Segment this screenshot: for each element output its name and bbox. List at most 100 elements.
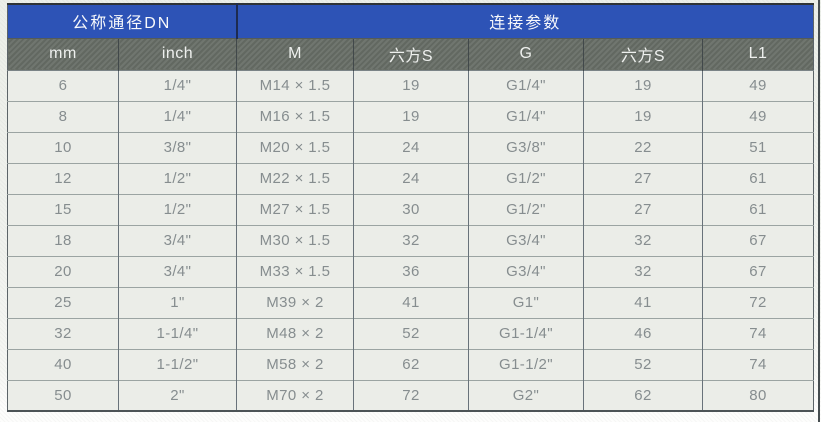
table-cell: 12 — [7, 162, 119, 194]
table-cell: 1/4" — [118, 69, 237, 101]
table-cell: 8 — [7, 100, 119, 132]
table-cell: M58 × 2 — [236, 348, 354, 380]
table-cell: 2" — [118, 379, 237, 411]
table-cell: 3/4" — [118, 224, 237, 256]
table-cell: 24 — [353, 162, 469, 194]
table-cell: 74 — [702, 348, 814, 380]
table-cell: 32 — [583, 255, 703, 287]
group-header-connection-params: 连接参数 — [235, 4, 814, 38]
table-row: 20 3/4" M33 × 1.5 36 G3/4" 32 67 — [7, 255, 814, 287]
table-row: 40 1-1/2" M58 × 2 62 G1-1/2" 52 74 — [7, 348, 814, 380]
table-cell: M48 × 2 — [236, 317, 354, 349]
table-cell: 1" — [118, 286, 237, 318]
table-cell: M14 × 1.5 — [236, 69, 354, 101]
table-cell: 22 — [583, 131, 703, 163]
table-cell: 3/8" — [118, 131, 237, 163]
table-cell: 67 — [702, 255, 814, 287]
table-cell: M70 × 2 — [236, 379, 354, 411]
col-header-mm: mm — [7, 37, 119, 70]
table-row: 50 2" M70 × 2 72 G2" 62 80 — [7, 379, 814, 411]
table-row: 18 3/4" M30 × 1.5 32 G3/4" 32 67 — [7, 224, 814, 256]
table-body: 6 1/4" M14 × 1.5 19 G1/4" 19 49 8 1/4" M16 × 1.5 1… — [7, 69, 814, 411]
group-header-row: 公称通径DN 连接参数 — [7, 4, 814, 38]
col-header-m: M — [236, 37, 354, 70]
table-cell: 52 — [353, 317, 469, 349]
table-cell: M16 × 1.5 — [236, 100, 354, 132]
table-cell: 24 — [353, 131, 469, 163]
table-cell: M39 × 2 — [236, 286, 354, 318]
table-cell: G1" — [468, 286, 584, 318]
table-cell: G1/4" — [468, 100, 584, 132]
table-cell: 52 — [583, 348, 703, 380]
table-cell: 50 — [7, 379, 119, 411]
table-cell: G3/4" — [468, 255, 584, 287]
table-cell: 36 — [353, 255, 469, 287]
table-cell: 62 — [353, 348, 469, 380]
table-row: 15 1/2" M27 × 1.5 30 G1/2" 27 61 — [7, 193, 814, 225]
table-cell: 10 — [7, 131, 119, 163]
col-header-hex-s1: 六方S — [353, 37, 469, 70]
table-row: 10 3/8" M20 × 1.5 24 G3/8" 22 51 — [7, 131, 814, 163]
col-header-l1: L1 — [702, 37, 814, 70]
table-cell: 25 — [7, 286, 119, 318]
scan-edge-shadow — [818, 0, 820, 422]
table-cell: G1-1/4" — [468, 317, 584, 349]
table-cell: 49 — [702, 69, 814, 101]
table-row: 8 1/4" M16 × 1.5 19 G1/4" 19 49 — [7, 100, 814, 132]
table-cell: 1/2" — [118, 193, 237, 225]
table-cell: 32 — [353, 224, 469, 256]
table-cell: 72 — [353, 379, 469, 411]
table-cell: 1-1/4" — [118, 317, 237, 349]
table-cell: G2" — [468, 379, 584, 411]
table-cell: 27 — [583, 193, 703, 225]
table-cell: M30 × 1.5 — [236, 224, 354, 256]
column-header-row: mm inch M 六方S G 六方S L1 — [7, 37, 814, 70]
table-cell: 32 — [7, 317, 119, 349]
table-cell: G1/4" — [468, 69, 584, 101]
table-row: 6 1/4" M14 × 1.5 19 G1/4" 19 49 — [7, 69, 814, 101]
table-cell: 18 — [7, 224, 119, 256]
col-header-inch: inch — [118, 37, 237, 70]
table-cell: G1/2" — [468, 193, 584, 225]
table-cell: 1-1/2" — [118, 348, 237, 380]
table-cell: M33 × 1.5 — [236, 255, 354, 287]
col-header-hex-s2: 六方S — [583, 37, 703, 70]
table-cell: 19 — [583, 69, 703, 101]
table-cell: G3/4" — [468, 224, 584, 256]
table-cell: 46 — [583, 317, 703, 349]
table-cell: 1/2" — [118, 162, 237, 194]
table-cell: 1/4" — [118, 100, 237, 132]
table-cell: G3/8" — [468, 131, 584, 163]
table-cell: 20 — [7, 255, 119, 287]
table-cell: 49 — [702, 100, 814, 132]
table-cell: 3/4" — [118, 255, 237, 287]
col-header-g: G — [468, 37, 584, 70]
table-row: 25 1" M39 × 2 41 G1" 41 72 — [7, 286, 814, 318]
table-cell: 62 — [583, 379, 703, 411]
table-cell: G1/2" — [468, 162, 584, 194]
table-cell: 19 — [583, 100, 703, 132]
table-cell: G1-1/2" — [468, 348, 584, 380]
table-cell: 61 — [702, 162, 814, 194]
table-cell: 41 — [353, 286, 469, 318]
table-cell: 19 — [353, 69, 469, 101]
table-cell: 80 — [702, 379, 814, 411]
table-cell: 72 — [702, 286, 814, 318]
table-cell: 61 — [702, 193, 814, 225]
table-cell: 30 — [353, 193, 469, 225]
table-cell: 15 — [7, 193, 119, 225]
thread-spec-table: 公称通径DN 连接参数 mm inch M 六方S G 六方S L1 6 1/4"… — [7, 3, 814, 412]
table-cell: M27 × 1.5 — [236, 193, 354, 225]
table-cell: 67 — [702, 224, 814, 256]
table-cell: 6 — [7, 69, 119, 101]
table-cell: 19 — [353, 100, 469, 132]
table-cell: 41 — [583, 286, 703, 318]
group-header-nominal-diameter: 公称通径DN — [7, 4, 237, 38]
table-cell: 32 — [583, 224, 703, 256]
table-cell: 40 — [7, 348, 119, 380]
table-cell: 51 — [702, 131, 814, 163]
table-cell: M22 × 1.5 — [236, 162, 354, 194]
table-cell: 27 — [583, 162, 703, 194]
table-cell: 74 — [702, 317, 814, 349]
